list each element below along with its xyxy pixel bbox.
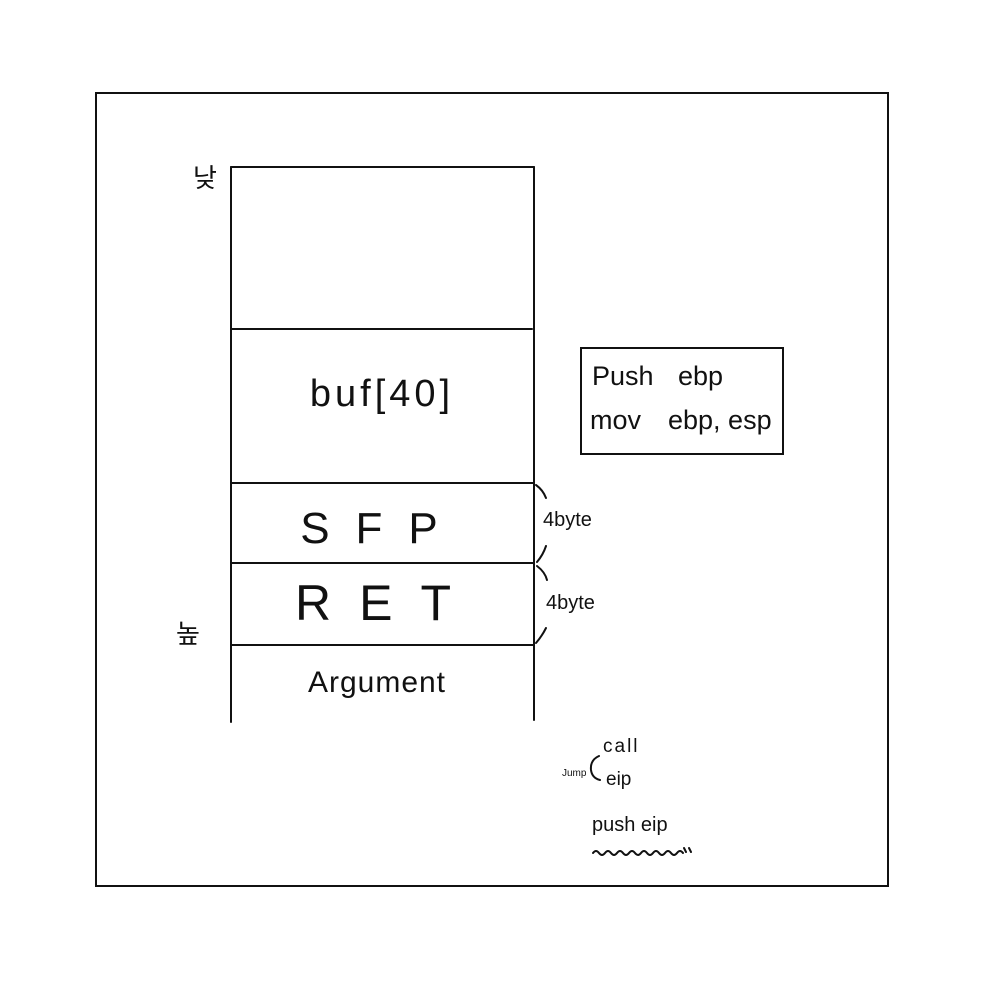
sfp-label: SFP (300, 504, 464, 553)
call-note: call (603, 736, 640, 757)
prologue-line2-op: mov (590, 405, 642, 435)
ret-size-label: 4byte (546, 592, 595, 614)
buffer-label: buf[40] (309, 373, 455, 415)
sfp-size-brace (535, 484, 547, 563)
sfp-size-label: 4byte (543, 509, 592, 531)
jump-note: Jump (562, 768, 587, 779)
push-eip-note: push eip (592, 814, 668, 836)
ret-label: RET (295, 575, 479, 631)
prologue-line1-arg: ebp (678, 361, 724, 391)
low-address-label: 낮 (193, 164, 217, 194)
prologue-code-box: Push ebp mov ebp, esp (580, 347, 784, 455)
argument-label: Argument (307, 666, 447, 699)
eip-note: eip (606, 769, 632, 790)
ret-size-brace (535, 565, 548, 644)
push-eip-underline (592, 847, 692, 856)
prologue-line1-op: Push (592, 361, 654, 391)
outer-frame (95, 92, 889, 887)
high-address-label: 높 (176, 620, 200, 650)
prologue-line2-arg: ebp, esp (668, 405, 772, 435)
jump-hook (589, 755, 601, 781)
